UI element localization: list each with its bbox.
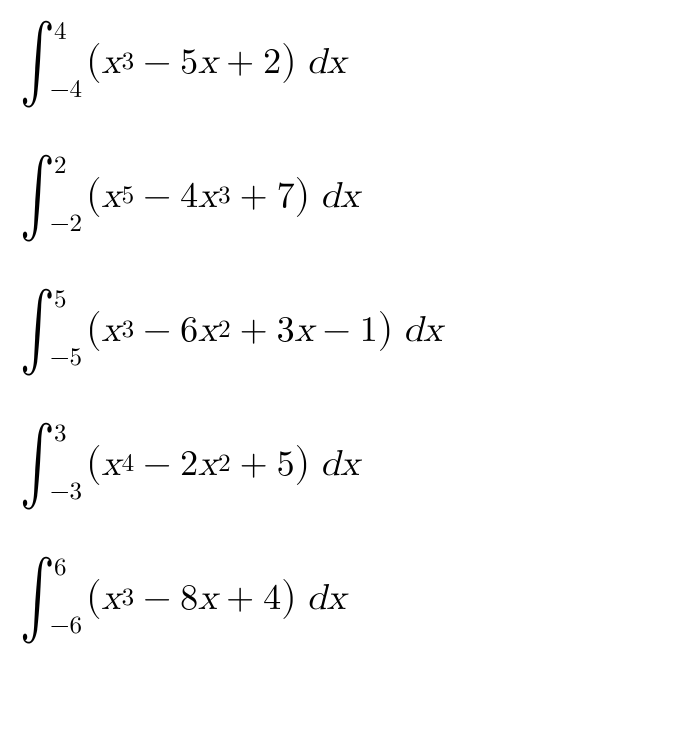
operator: + [240, 175, 268, 218]
exponent: 2 [218, 449, 231, 479]
variable: x [102, 577, 121, 620]
variable: x [198, 175, 217, 218]
coefficient: 6 [180, 309, 198, 352]
integral-block: ∫5−5 [20, 293, 80, 365]
differential-d: d [320, 446, 340, 482]
differential: dx [307, 41, 346, 84]
left-paren: ( [86, 171, 102, 219]
right-paren: ) [295, 171, 311, 219]
exponent: 2 [218, 315, 231, 345]
variable: x [198, 443, 217, 486]
integral-block: ∫2−2 [20, 159, 80, 231]
equation-4: ∫3−3(x4−2x2+5)dx [20, 427, 663, 499]
coefficient: 4 [180, 175, 198, 218]
lower-limit: −3 [50, 477, 82, 507]
variable: x [295, 309, 314, 352]
coefficient: 5 [277, 443, 295, 486]
upper-limit: 6 [54, 553, 67, 583]
equation-2: ∫2−2(x5−4x3+7)dx [20, 159, 663, 231]
equation-5: ∫6−6(x3−8x+4)dx [20, 561, 663, 633]
equation-3: ∫5−5(x3−6x2+3x−1)dx [20, 293, 663, 365]
coefficient: 4 [263, 577, 281, 620]
differential-x: x [327, 44, 346, 80]
differential-d: d [320, 178, 340, 214]
coefficient: 1 [360, 309, 378, 352]
integrand: (x4−2x2+5)dx [86, 439, 359, 487]
variable: x [102, 309, 121, 352]
coefficient: 2 [180, 443, 198, 486]
integrand: (x3−5x+2)dx [86, 37, 346, 85]
differential-x: x [340, 446, 359, 482]
variable: x [198, 577, 217, 620]
integrand: (x3−6x2+3x−1)dx [86, 305, 442, 353]
coefficient: 7 [277, 175, 295, 218]
integral-block: ∫6−6 [20, 561, 80, 633]
operator: + [240, 443, 268, 486]
lower-limit: −2 [50, 209, 82, 239]
upper-limit: 2 [54, 151, 67, 181]
coefficient: 8 [180, 577, 198, 620]
operator: − [143, 443, 171, 486]
lower-limit: −5 [50, 343, 82, 373]
variable: x [102, 175, 121, 218]
differential-d: d [307, 44, 327, 80]
exponent: 3 [122, 583, 135, 613]
operator: − [143, 577, 171, 620]
lower-limit: −6 [50, 611, 82, 641]
variable: x [102, 41, 121, 84]
differential: dx [403, 309, 442, 352]
integrand: (x5−4x3+7)dx [86, 171, 359, 219]
differential-x: x [340, 178, 359, 214]
left-paren: ( [86, 305, 102, 353]
right-paren: ) [295, 439, 311, 487]
upper-limit: 3 [54, 419, 67, 449]
exponent: 5 [122, 181, 135, 211]
coefficient: 5 [180, 41, 198, 84]
integral-block: ∫3−3 [20, 427, 80, 499]
exponent: 3 [122, 315, 135, 345]
coefficient: 3 [277, 309, 295, 352]
differential-d: d [403, 312, 423, 348]
right-paren: ) [281, 37, 297, 85]
operator: − [143, 175, 171, 218]
variable: x [198, 41, 217, 84]
operator: − [143, 41, 171, 84]
operator: + [226, 41, 254, 84]
upper-limit: 4 [54, 17, 67, 47]
exponent: 3 [218, 181, 231, 211]
left-paren: ( [86, 37, 102, 85]
differential: dx [307, 577, 346, 620]
integrand: (x3−8x+4)dx [86, 573, 346, 621]
exponent: 4 [122, 449, 135, 479]
coefficient: 2 [263, 41, 281, 84]
operator: + [226, 577, 254, 620]
differential: dx [320, 175, 359, 218]
left-paren: ( [86, 573, 102, 621]
differential: dx [320, 443, 359, 486]
differential-x: x [327, 580, 346, 616]
differential-x: x [423, 312, 442, 348]
variable: x [102, 443, 121, 486]
equation-1: ∫4−4(x3−5x+2)dx [20, 25, 663, 97]
variable: x [198, 309, 217, 352]
equation-list: ∫4−4(x3−5x+2)dx∫2−2(x5−4x3+7)dx∫5−5(x3−6… [20, 25, 663, 633]
upper-limit: 5 [54, 285, 67, 315]
right-paren: ) [378, 305, 394, 353]
lower-limit: −4 [50, 75, 82, 105]
differential-d: d [307, 580, 327, 616]
operator: + [240, 309, 268, 352]
operator: − [323, 309, 351, 352]
integral-block: ∫4−4 [20, 25, 80, 97]
left-paren: ( [86, 439, 102, 487]
exponent: 3 [122, 47, 135, 77]
right-paren: ) [281, 573, 297, 621]
operator: − [143, 309, 171, 352]
